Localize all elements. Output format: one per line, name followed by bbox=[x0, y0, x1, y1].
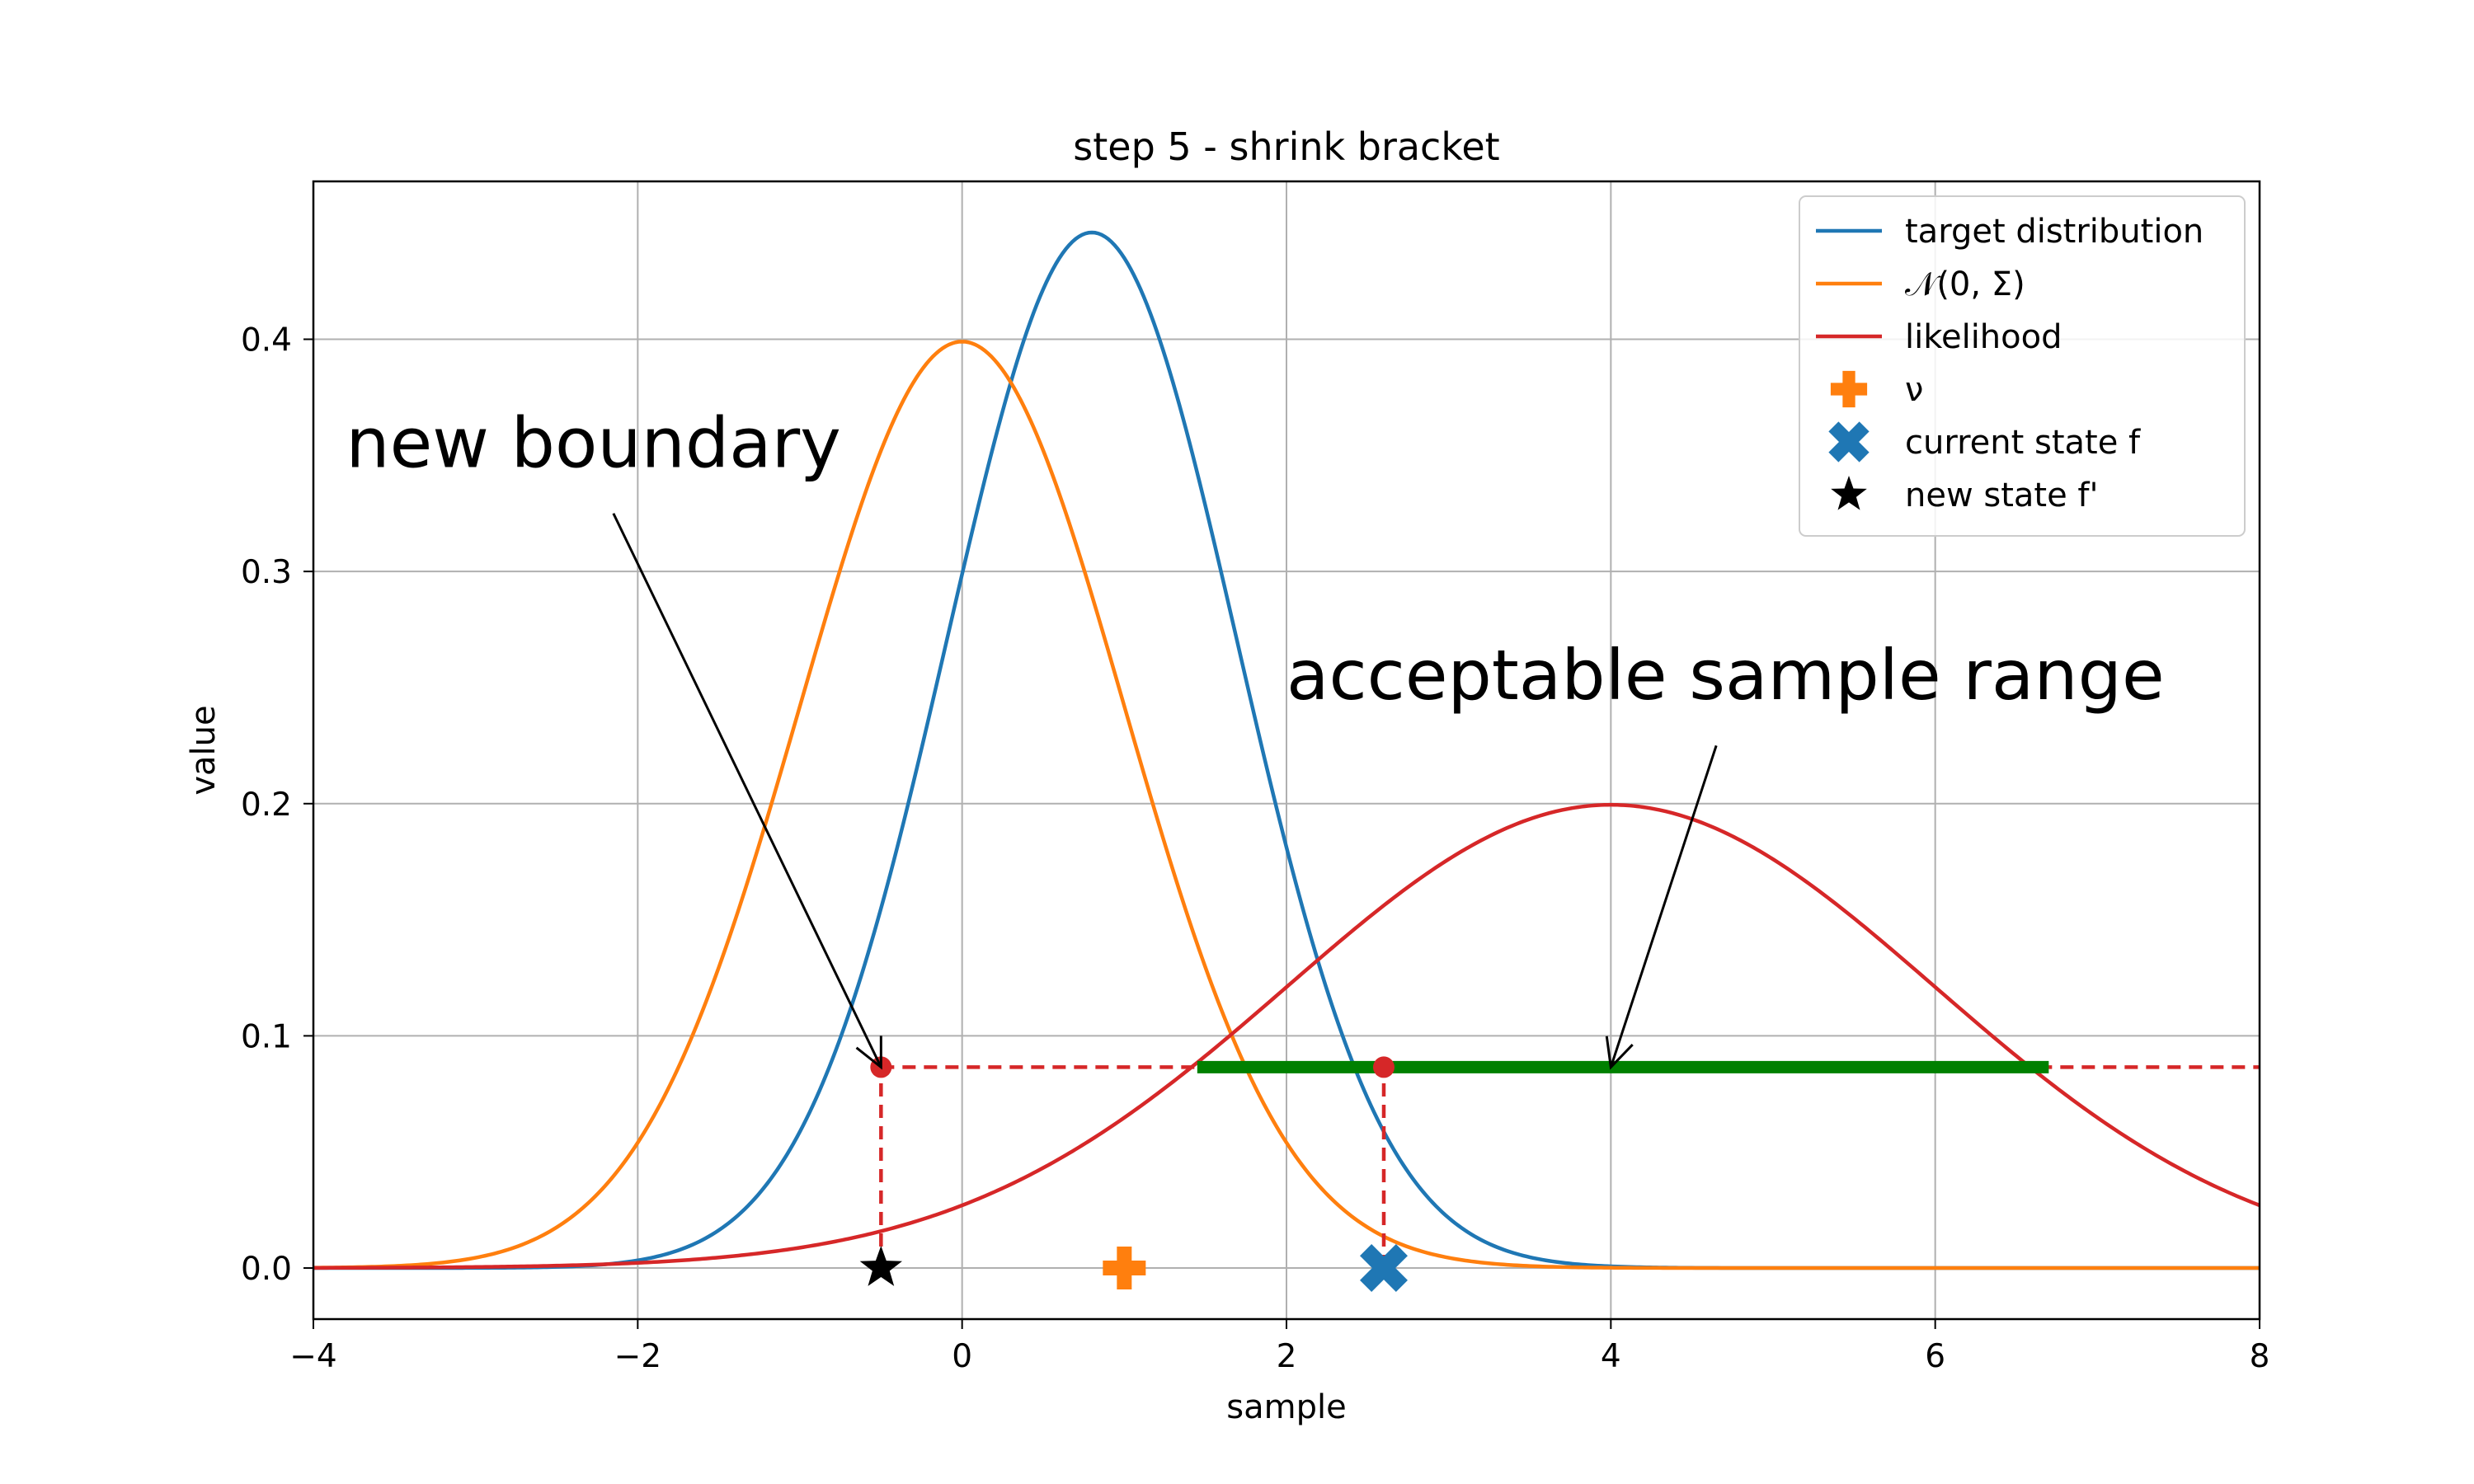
legend-swatch-3 bbox=[1830, 370, 1868, 408]
y-axis-label: value bbox=[185, 705, 223, 795]
marker-point-2 bbox=[859, 1246, 903, 1286]
annotation-arrow-0 bbox=[612, 513, 882, 1068]
legend-swatch-4 bbox=[1828, 421, 1870, 463]
legend-box bbox=[1799, 195, 2246, 537]
legend-label-0: target distribution bbox=[1905, 213, 2204, 251]
legend-label-2: likelihood bbox=[1905, 318, 2062, 356]
chart-title: step 5 - shrink bracket bbox=[1073, 124, 1499, 169]
x-tick-label-1: −2 bbox=[614, 1338, 662, 1375]
marker-point-0 bbox=[1103, 1247, 1146, 1290]
annotation-arrowhead-1 bbox=[1605, 1036, 1634, 1070]
marker-point-1-shape bbox=[1360, 1244, 1408, 1293]
ticks: −4 −2 0 2 4 6 8 0.0 0.1 0.2 0.3 0.4 bbox=[241, 322, 2269, 1375]
annotation-text-0: new boundary bbox=[346, 402, 841, 483]
legend-swatch-4-shape bbox=[1828, 421, 1870, 463]
annotation-arrow-1 bbox=[1609, 744, 1718, 1068]
x-tick-label-0: −4 bbox=[289, 1338, 337, 1375]
y-tick-label-0: 0.0 bbox=[241, 1251, 292, 1288]
legend-label-4: current state f bbox=[1905, 424, 2141, 462]
legend-label-5: new state f' bbox=[1905, 477, 2099, 514]
x-tick-label-4: 4 bbox=[1601, 1338, 1621, 1375]
legend: target distribution 𝒩(0, Σ) likelihood ν cur… bbox=[1799, 195, 2246, 537]
x-tick-label-3: 2 bbox=[1277, 1338, 1297, 1375]
boundary-point-1 bbox=[1373, 1056, 1395, 1078]
legend-label-1: 𝒩(0, Σ) bbox=[1905, 265, 2025, 303]
series-line-1 bbox=[313, 340, 2260, 1270]
markers bbox=[859, 1244, 1408, 1293]
legend-swatch-5 bbox=[1831, 476, 1867, 510]
y-tick-label-1: 0.1 bbox=[241, 1018, 292, 1055]
x-tick-label-2: 0 bbox=[952, 1338, 972, 1375]
curves bbox=[313, 230, 2260, 1270]
annotation-arrowhead-0 bbox=[855, 1036, 882, 1070]
x-tick-label-5: 6 bbox=[1925, 1338, 1945, 1375]
y-tick-label-2: 0.2 bbox=[241, 787, 292, 824]
y-tick-label-3: 0.3 bbox=[241, 554, 292, 591]
overlays bbox=[870, 1056, 2260, 1269]
y-tick-label-4: 0.4 bbox=[241, 322, 292, 359]
annotation-text-1: acceptable sample range bbox=[1286, 635, 2165, 716]
series-line-2 bbox=[313, 802, 2260, 1270]
marker-point-1 bbox=[1360, 1244, 1408, 1293]
legend-label-3: ν bbox=[1905, 371, 1923, 409]
x-axis-label: sample bbox=[1226, 1388, 1346, 1426]
x-tick-label-6: 8 bbox=[2250, 1338, 2270, 1375]
annotations: new boundary acceptable sample range bbox=[346, 402, 2165, 1070]
